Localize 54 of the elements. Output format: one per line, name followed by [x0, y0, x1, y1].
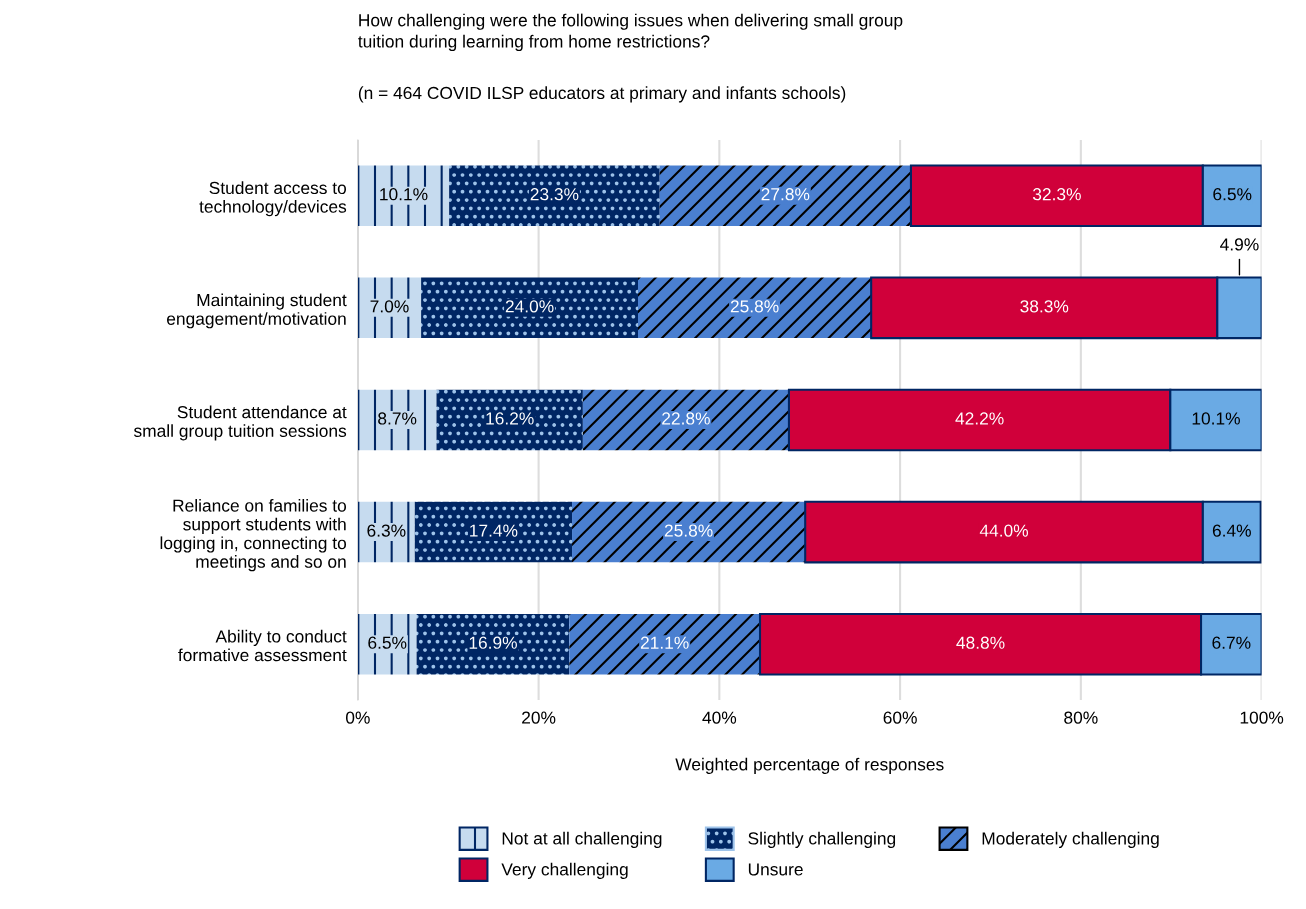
data-label: 21.1%: [640, 636, 689, 649]
y-tick-label: Student access to technology/devices: [199, 181, 347, 217]
y-tick-label: Student attendance at small group tuition sessions: [133, 405, 347, 441]
data-label: 8.7%: [378, 412, 417, 425]
bar: [416, 613, 570, 675]
data-label: 27.8%: [761, 188, 810, 201]
data-label: 32.3%: [1032, 188, 1081, 201]
data-label: 38.3%: [1020, 300, 1069, 313]
data-label: 42.2%: [955, 412, 1004, 425]
bar: [638, 277, 872, 339]
data-label: 16.9%: [469, 636, 517, 649]
x-tick-label: 40%: [702, 711, 737, 724]
bar: [582, 389, 789, 451]
y-tick-label: Maintaining student engagement/motivation: [167, 293, 347, 329]
data-label: 10.1%: [380, 188, 428, 201]
data-label: 6.5%: [368, 636, 407, 649]
x-axis-title: Weighted percentage of responses: [675, 757, 944, 774]
bar: [572, 501, 806, 563]
x-tick-label: 0%: [345, 711, 370, 724]
legend-label: Very challenging: [501, 862, 628, 879]
chart-title: How challenging were the following issues when delivering small group tuition during learning from home restrictions?: [358, 13, 903, 52]
bar: [569, 613, 761, 675]
bar: [659, 165, 911, 226]
data-label: 24.0%: [505, 300, 554, 313]
x-tick-label: 100%: [1240, 711, 1284, 724]
legend-label: Unsure: [748, 863, 803, 876]
x-tick-label: 80%: [1064, 711, 1098, 724]
legend-label: Slightly challenging: [748, 831, 896, 848]
data-label: 7.0%: [370, 300, 409, 313]
bar: [421, 277, 639, 339]
y-tick-label: Ability to conduct formative assessment: [178, 629, 347, 662]
bar: [436, 389, 583, 451]
data-label: 6.4%: [1212, 524, 1251, 537]
data-label: 48.8%: [956, 636, 1005, 649]
data-label: 16.2%: [486, 412, 534, 425]
chart-subtitle: (n = 464 COVID ILSP educators at primary and infants schools): [358, 86, 846, 103]
data-label: 22.8%: [662, 412, 710, 425]
x-tick-label: 60%: [883, 711, 917, 724]
data-label: 44.0%: [979, 524, 1029, 537]
data-label: 4.9%: [1220, 238, 1259, 251]
bar: [449, 165, 660, 226]
bar: [414, 501, 573, 563]
legend-label: Moderately challenging: [982, 831, 1159, 848]
y-tick-label: Reliance on families to support students with logging in, connecting to meetings and so on: [160, 499, 347, 572]
x-tick-label: 20%: [522, 711, 556, 724]
data-label: 23.3%: [530, 188, 579, 201]
data-label: 17.4%: [470, 524, 518, 537]
data-label: 6.5%: [1213, 188, 1252, 201]
data-label: 25.8%: [664, 524, 713, 537]
data-label: 25.8%: [730, 300, 779, 313]
data-label: 6.7%: [1212, 636, 1251, 649]
data-label: 6.3%: [367, 524, 406, 537]
legend-label: Not at all challenging: [502, 831, 662, 848]
data-label: 10.1%: [1192, 412, 1240, 425]
